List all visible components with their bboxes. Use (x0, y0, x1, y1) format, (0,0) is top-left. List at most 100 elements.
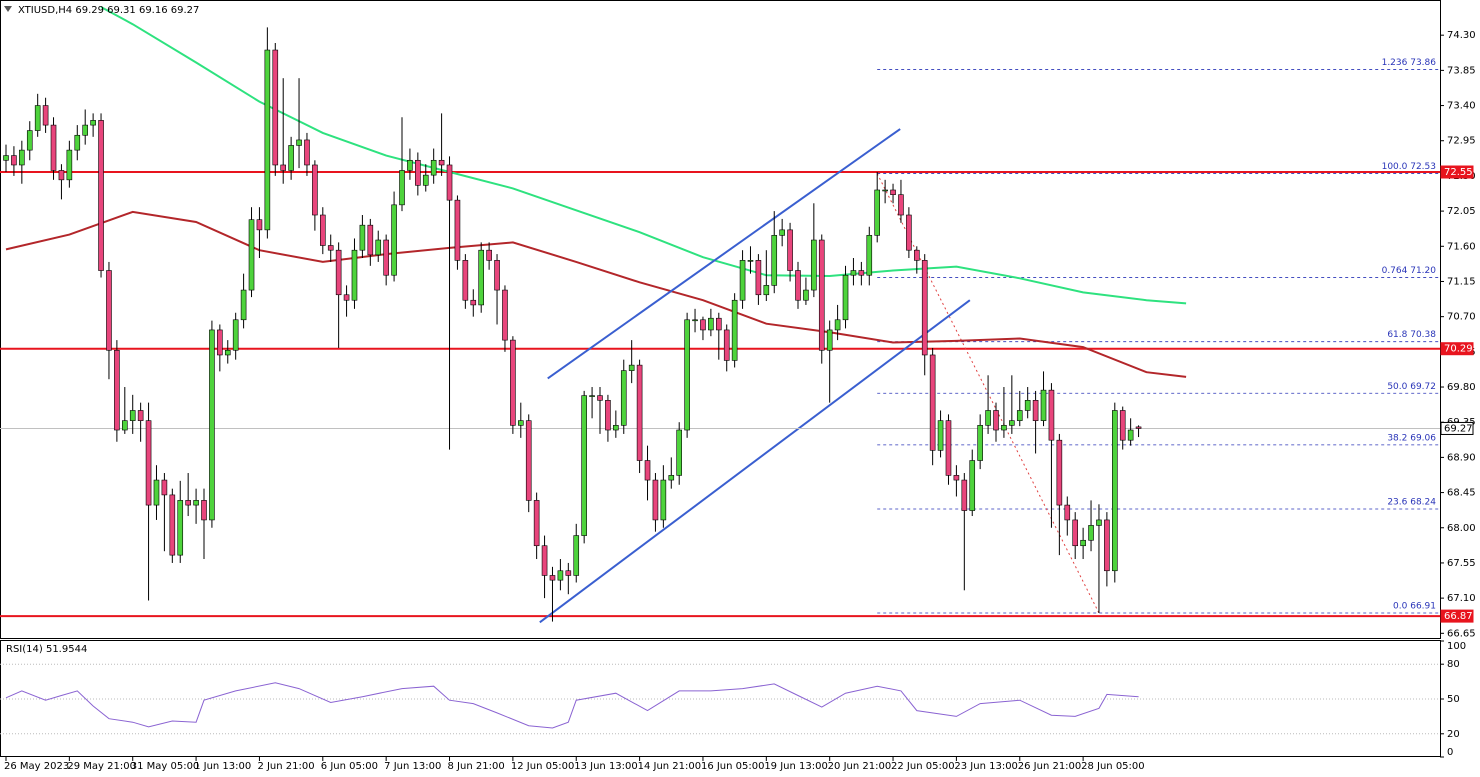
y-tick-label: 67.10 (1447, 593, 1476, 604)
y-tick-label: 69.80 (1447, 382, 1476, 393)
trendline (539, 299, 971, 624)
candle-body-down (961, 479, 968, 511)
drawing-layer: 74.3073.8573.4072.9572.5072.0571.6071.15… (0, 6, 1476, 772)
candle-body-down (605, 400, 611, 431)
candle-body-up (826, 329, 833, 351)
candle-body-up (1001, 425, 1007, 431)
candle-body-down (169, 494, 176, 556)
candle-body-up (731, 299, 738, 361)
y-tick-label: 68.00 (1447, 523, 1476, 534)
candle-body-down (217, 329, 223, 356)
price-tag-label: 69.27 (1444, 423, 1473, 434)
candle-body-down (319, 214, 326, 246)
candle-body-down (470, 299, 477, 306)
candle-body-down (1056, 439, 1063, 506)
candle-body-up (620, 370, 627, 426)
candle-body-down (510, 339, 516, 426)
candle-body-up (66, 149, 73, 181)
candle-body-up (771, 235, 778, 286)
candle-body-down (454, 199, 461, 261)
candle-body-down (494, 260, 500, 291)
x-tick-label: 8 Jun 21:00 (448, 761, 505, 772)
candle-body-up (803, 289, 809, 301)
candle-body-down (343, 294, 350, 301)
candle-body-down (929, 354, 936, 451)
y-tick-label: 73.85 (1447, 65, 1476, 76)
x-tick-label: 14 Jun 21:00 (638, 761, 702, 772)
candle-body-down (462, 260, 469, 301)
x-tick-label: 20 Jun 21:00 (828, 761, 892, 772)
price-tag-label: 66.87 (1444, 611, 1473, 622)
overlay-layer: 72.55 70.29 66.87 69.27 (1440, 165, 1474, 623)
candle-body-up (1080, 539, 1086, 547)
candle-body-up (26, 130, 33, 151)
candle-body-up (1016, 410, 1023, 421)
candle-body-down (755, 260, 762, 296)
candle-body-down (280, 164, 287, 171)
fib-label: 1.236 73.86 (1382, 58, 1437, 68)
candle-body-up (1112, 410, 1118, 572)
candle-body-down (953, 475, 960, 481)
candles-layer (3, 27, 1142, 622)
candle-body-up (375, 239, 382, 256)
candle-body-down (201, 500, 207, 521)
fib-label: 23.6 68.24 (1387, 497, 1436, 507)
rsi-y-tick-label: 50 (1447, 694, 1460, 705)
candle-body-up (517, 420, 524, 426)
moving-average (100, 6, 1187, 305)
candle-body-down (1064, 504, 1071, 521)
x-tick-label: 31 May 05:00 (131, 761, 200, 772)
candle-body-down (114, 349, 120, 431)
candle-body-up (882, 189, 888, 192)
rsi-y-tick-label: 20 (1447, 729, 1460, 740)
candle-body-up (763, 285, 770, 296)
rsi-y-tick-label: 80 (1447, 659, 1460, 670)
candle-body-up (1088, 525, 1094, 541)
candle-body-down (906, 214, 912, 251)
candle-body-up (668, 475, 675, 481)
candle-body-down (549, 575, 556, 581)
candle-body-down (723, 329, 730, 361)
x-tick-label: 13 Jun 13:00 (574, 761, 638, 772)
candle-body-down (327, 245, 334, 251)
candle-body-up (1024, 400, 1031, 411)
candle-body-down (42, 105, 49, 126)
candle-body-down (185, 500, 191, 506)
candle-body-up (628, 364, 635, 371)
price-tag-label: 70.29 (1444, 344, 1473, 355)
candle-body-up (193, 500, 199, 506)
candle-body-up (1096, 519, 1102, 526)
candle-body-up (90, 120, 96, 126)
price-tag (1440, 165, 1474, 179)
candle-body-up (779, 229, 785, 236)
candle-body-up (1127, 429, 1134, 441)
candle-body-up (430, 159, 437, 176)
candle-body-up (288, 145, 294, 171)
candle-body-down (256, 219, 263, 231)
x-tick-label: 19 Jun 13:00 (764, 761, 828, 772)
candle-body-up (977, 425, 983, 461)
candle-body-down (1072, 519, 1078, 547)
x-tick-label: 2 Jun 21:00 (257, 761, 314, 772)
candle-body-up (129, 410, 136, 421)
y-tick-label: 68.90 (1447, 452, 1476, 463)
candle-body-down (1119, 410, 1126, 441)
candle-body-down (597, 395, 603, 401)
candle-body-up (240, 289, 247, 321)
rsi-title: RSI(14) 51.9544 (6, 644, 87, 655)
candle-body-up (842, 274, 849, 321)
candle-body-up (739, 260, 746, 301)
candle-body-up (391, 204, 397, 276)
candle-body-up (224, 349, 231, 356)
candle-body-up (264, 49, 271, 231)
x-tick-label: 12 Jun 05:00 (511, 761, 575, 772)
candle-body-down (1032, 400, 1039, 421)
candle-body-down (858, 270, 865, 276)
y-tick-label: 66.65 (1447, 628, 1476, 639)
x-tick-label: 28 Jun 05:00 (1081, 761, 1145, 772)
candle-body-up (708, 317, 714, 331)
candle-body-down (1048, 389, 1055, 441)
candle-body-down (652, 479, 659, 521)
price-tag (1440, 421, 1474, 435)
candle-body-up (74, 134, 81, 151)
